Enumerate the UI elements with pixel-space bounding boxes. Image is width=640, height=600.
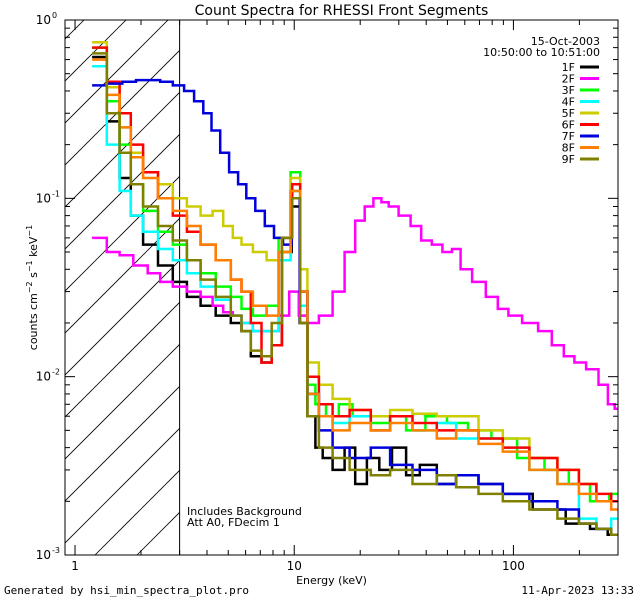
series-9F-line	[92, 52, 618, 536]
y-label-exp-kev: −1	[25, 225, 34, 237]
y-tick-exponent: 0	[52, 11, 57, 20]
legend-label-7F: 7F	[562, 130, 575, 143]
hatch-line	[65, 343, 180, 460]
x-axis-label: Energy (keV)	[296, 574, 367, 587]
hatch-line	[65, 20, 169, 124]
hatch-line	[389, 0, 640, 555]
chart-title: Count Spectra for RHESSI Front Segments	[195, 3, 489, 19]
y-label-exp-s: −1	[25, 260, 34, 272]
legend-label-9F: 9F	[562, 153, 575, 166]
legend-label-8F: 8F	[562, 142, 575, 155]
hatch-line	[599, 0, 640, 555]
series-4F-line	[92, 65, 618, 531]
series-2F-line	[92, 197, 618, 411]
y-axis-label: counts cm−2 s−1 keV−1	[25, 225, 40, 350]
x-tick-label: 1	[71, 559, 79, 573]
time-range-label: 10:50:00 to 10:51:00	[483, 46, 600, 59]
hatch-line	[65, 385, 180, 502]
legend-label-4F: 4F	[562, 96, 575, 109]
annotation-background: Includes Background	[187, 505, 302, 518]
footer-timestamp: 11-Apr-2023 13:33	[521, 584, 634, 597]
hatch-line	[65, 49, 180, 166]
hatch-line	[65, 20, 127, 82]
hatch-line	[263, 0, 640, 555]
hatch-line	[0, 0, 107, 555]
y-tick-label: 10	[36, 548, 51, 562]
series-7F-line	[92, 78, 618, 536]
y-label-s: s	[27, 272, 40, 281]
series-6F-line	[92, 46, 618, 503]
annotation-attenuator: Att A0, FDecim 1	[187, 516, 280, 529]
hatch-line	[65, 20, 85, 40]
y-tick-exponent: -1	[52, 189, 60, 198]
hatch-line	[65, 91, 180, 208]
x-tick-label: 10	[287, 559, 302, 573]
hatch-line	[431, 0, 640, 555]
y-label-exp-cm: −2	[25, 281, 34, 293]
plot-frame	[64, 19, 619, 556]
y-label-counts: counts cm	[27, 293, 40, 350]
attenuator-hatch-region	[0, 0, 640, 555]
series-layer	[92, 41, 618, 536]
footer-generated-by: Generated by hsi_min_spectra_plot.pro	[4, 584, 250, 597]
hatch-line	[221, 0, 640, 555]
hatch-line	[515, 0, 640, 555]
legend-label-2F: 2F	[562, 73, 575, 86]
y-tick-label: 10	[36, 191, 51, 205]
series-3F-line	[92, 46, 618, 503]
hatch-line	[65, 427, 180, 544]
y-tick-label: 10	[36, 13, 51, 27]
x-tick-label: 100	[502, 559, 525, 573]
y-label-kev: keV	[27, 236, 40, 260]
y-tick-label: 10	[36, 370, 51, 384]
series-1F-line	[92, 55, 618, 536]
date-label: 15-Oct-2003	[531, 35, 600, 48]
y-tick-exponent: -3	[52, 546, 60, 555]
series-5F-line	[92, 41, 618, 503]
hatch-line	[65, 217, 180, 334]
series-8F-line	[92, 58, 618, 511]
legend-label-3F: 3F	[562, 84, 575, 97]
legend-label-1F: 1F	[562, 61, 575, 74]
hatch-line	[65, 175, 180, 292]
y-tick-exponent: -2	[52, 368, 60, 377]
legend-label-5F: 5F	[562, 107, 575, 120]
legend-label-6F: 6F	[562, 119, 575, 132]
